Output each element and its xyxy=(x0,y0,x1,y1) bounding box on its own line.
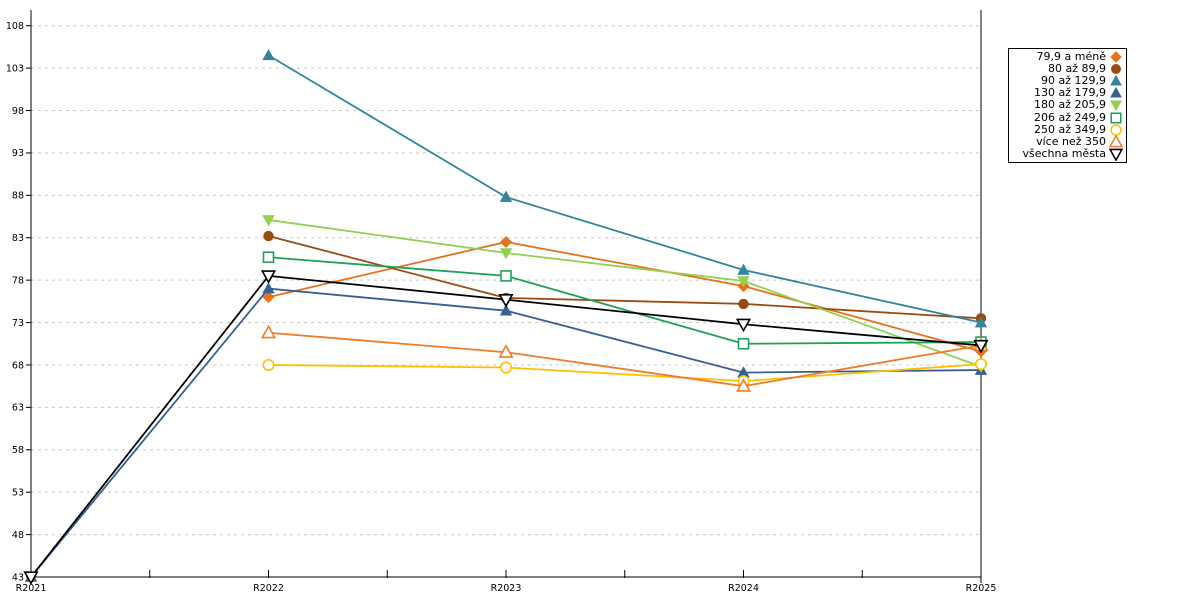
circle-marker-icon xyxy=(1111,64,1121,75)
legend-marker-icon xyxy=(1109,148,1123,161)
triangle-down-marker-icon xyxy=(260,270,277,284)
series-line xyxy=(268,363,982,382)
legend-item-label: 80 až 89,9 xyxy=(1048,62,1106,76)
y-tick-label: 93 xyxy=(12,148,24,159)
series-line xyxy=(268,256,982,345)
series-line xyxy=(268,241,982,353)
legend-item-label: 130 až 179,9 xyxy=(1034,86,1106,100)
triangle-up-marker-icon xyxy=(498,344,514,358)
legend-item-label: 79,9 a méně xyxy=(1036,50,1106,64)
diamond-marker-icon xyxy=(500,235,512,248)
x-tick-label: R2025 xyxy=(966,583,997,594)
series-line xyxy=(268,235,982,320)
circle-marker-icon xyxy=(1110,123,1122,136)
series-line xyxy=(268,219,982,368)
square-marker-icon xyxy=(737,337,750,350)
legend-item: 130 až 179,9 xyxy=(1011,87,1123,99)
legend-item-label: 180 až 205,9 xyxy=(1034,98,1106,112)
x-tick-label: R2024 xyxy=(728,583,759,594)
y-tick-label: 43 xyxy=(12,572,24,583)
y-tick-label: 88 xyxy=(12,191,24,202)
square-marker-icon xyxy=(500,270,512,282)
triangle-down-marker-icon xyxy=(498,294,514,308)
diamond-marker-icon xyxy=(262,291,275,304)
legend-item: 250 až 349,9 xyxy=(1011,122,1123,136)
triangle-down-marker-icon xyxy=(23,571,39,586)
y-tick-label: 78 xyxy=(12,275,24,286)
legend-marker-icon xyxy=(1110,75,1122,86)
legend-item-label: všechna města xyxy=(1022,146,1106,160)
legend-item-label: 206 až 249,9 xyxy=(1034,110,1106,124)
legend: 79,9 a méně 80 až 89,9 90 až 129,9 130 až 1… xyxy=(1008,48,1127,163)
triangle-up-marker-icon xyxy=(735,378,752,392)
triangle-down-marker-icon xyxy=(737,276,750,288)
legend-marker-icon xyxy=(1110,112,1122,124)
triangle-up-marker-icon xyxy=(737,263,750,275)
y-tick-label: 83 xyxy=(12,233,24,244)
x-tick-label: R2021 xyxy=(16,583,47,594)
diamond-marker-icon xyxy=(1110,51,1122,63)
series-line xyxy=(268,331,982,388)
triangle-down-marker-icon xyxy=(262,215,275,227)
legend-item: 80 až 89,9 xyxy=(1011,63,1123,75)
triangle-up-marker-icon xyxy=(499,190,513,202)
legend-item-label: 250 až 349,9 xyxy=(1034,122,1106,136)
legend-item: 79,9 a méně xyxy=(1011,51,1123,63)
y-tick-label: 98 xyxy=(12,106,24,117)
y-tick-label: 68 xyxy=(12,360,24,371)
triangle-down-marker-icon xyxy=(499,248,513,260)
circle-marker-icon xyxy=(262,358,275,371)
triangle-up-marker-icon xyxy=(499,304,513,316)
triangle-up-marker-icon xyxy=(737,366,750,378)
y-tick-label: 73 xyxy=(12,318,24,329)
circle-marker-icon xyxy=(499,361,512,374)
triangle-up-marker-icon xyxy=(262,282,275,294)
circle-marker-icon xyxy=(263,230,274,242)
triangle-down-marker-icon xyxy=(1109,148,1123,161)
legend-marker-icon xyxy=(1110,51,1122,63)
x-tick-label: R2022 xyxy=(253,583,284,594)
triangle-down-marker-icon xyxy=(973,339,989,354)
y-tick-label: 53 xyxy=(12,488,24,499)
legend-item: 206 až 249,9 xyxy=(1011,110,1123,124)
legend-item: všechna města xyxy=(1011,146,1123,161)
triangle-down-marker-icon xyxy=(1110,100,1122,112)
legend-item: 180 až 205,9 xyxy=(1011,98,1123,112)
triangle-up-marker-icon xyxy=(262,48,275,61)
series-line xyxy=(268,54,982,324)
triangle-up-marker-icon xyxy=(1109,134,1123,148)
legend-marker-icon xyxy=(1111,64,1121,75)
legend-item-label: více než 350 xyxy=(1036,134,1106,148)
y-tick-label: 63 xyxy=(12,403,24,414)
square-marker-icon xyxy=(1110,112,1122,124)
square-marker-icon xyxy=(262,251,275,264)
triangle-up-marker-icon xyxy=(1110,75,1122,86)
triangle-up-marker-icon xyxy=(974,316,988,328)
legend-item: 90 až 129,9 xyxy=(1011,75,1123,87)
triangle-up-marker-icon xyxy=(1110,87,1122,98)
legend-item: více než 350 xyxy=(1011,134,1123,148)
legend-marker-icon xyxy=(1110,87,1122,98)
triangle-up-marker-icon xyxy=(260,324,277,339)
x-tick-label: R2023 xyxy=(491,583,522,594)
y-tick-label: 48 xyxy=(12,530,24,541)
series-line xyxy=(30,274,982,578)
circle-marker-icon xyxy=(738,298,749,310)
triangle-down-marker-icon xyxy=(735,318,752,333)
circle-marker-icon xyxy=(974,358,987,371)
y-tick-label: 108 xyxy=(6,21,24,32)
legend-item-label: 90 až 129,9 xyxy=(1041,74,1106,88)
legend-marker-icon xyxy=(1109,134,1123,148)
y-tick-label: 58 xyxy=(12,445,24,456)
legend-marker-icon xyxy=(1110,100,1122,112)
y-tick-label: 103 xyxy=(6,63,24,74)
